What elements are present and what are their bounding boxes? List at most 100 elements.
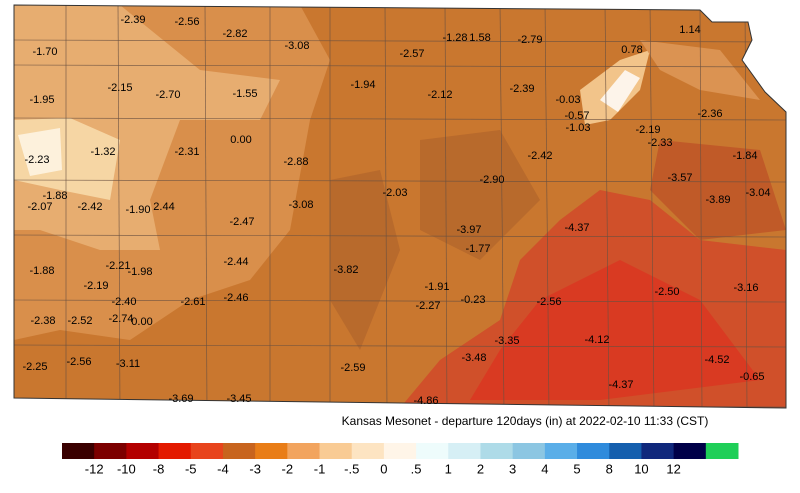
station-value: -2.12 <box>427 89 452 101</box>
station-value: -2.40 <box>111 296 136 308</box>
legend-label: -.5 <box>344 461 359 476</box>
station-value: -2.21 <box>105 260 130 272</box>
legend-swatch <box>158 443 192 459</box>
county-line <box>699 5 703 408</box>
station-value: -2.70 <box>155 89 180 101</box>
station-value: -1.55 <box>232 88 257 100</box>
legend-label: 4 <box>541 461 548 476</box>
station-value: -2.52 <box>67 315 92 327</box>
station-value: -2.90 <box>479 174 504 186</box>
station-value: -0.65 <box>739 371 764 383</box>
station-value: -3.69 <box>168 393 193 405</box>
station-value: -2.56 <box>536 296 561 308</box>
state-outline <box>13 4 787 409</box>
legend: -12 -10 -8 -5 -4 -3 -2 -1 -.5 0.5 1 2 3 4 5 8 10 12 <box>62 443 739 476</box>
station-value: 0.00 <box>230 134 251 146</box>
county-line <box>444 5 448 408</box>
station-value: -3.08 <box>288 199 313 211</box>
station-value: -0.03 <box>555 94 580 106</box>
map-fill <box>14 5 786 408</box>
station-value: -2.39 <box>120 14 145 26</box>
station-value: -2.47 <box>229 216 254 228</box>
station-value: -2.31 <box>174 146 199 158</box>
county-line <box>14 117 786 121</box>
county-line <box>14 179 786 183</box>
legend-swatch <box>480 443 514 459</box>
station-value: -1.03 <box>565 122 590 134</box>
legend-swatch <box>62 443 95 459</box>
county-line <box>14 234 786 238</box>
station-value: -4.52 <box>704 354 729 366</box>
station-labels: -2.39 -2.56 -2.82 -3.08 -2.57 -1.28 1.58 -2.79 0… <box>22 14 770 407</box>
legend-label: -4 <box>217 461 229 476</box>
legend-swatch <box>319 443 353 459</box>
station-value: -1.28 <box>442 32 467 44</box>
county-line <box>14 64 786 68</box>
station-value: -3.35 <box>494 335 519 347</box>
station-value: -2.88 <box>283 156 308 168</box>
station-value: -3.82 <box>333 264 358 276</box>
county-lines <box>14 5 786 408</box>
county-line <box>744 5 748 408</box>
county-line <box>604 5 610 408</box>
legend-label: .5 <box>411 461 422 476</box>
legend-swatch <box>705 443 739 459</box>
legend-label: -3 <box>249 461 261 476</box>
legend-swatch <box>512 443 546 459</box>
station-value: -2.42 <box>527 150 552 162</box>
legend-label: 12 <box>666 461 680 476</box>
station-value: -2.50 <box>654 286 679 298</box>
county-line <box>544 5 550 408</box>
station-value: -3.04 <box>745 187 770 199</box>
legend-label: 3 <box>509 461 516 476</box>
legend-swatch <box>448 443 481 459</box>
county-line <box>117 5 121 408</box>
legend-label: 10 <box>634 461 648 476</box>
legend-swatch <box>641 443 675 459</box>
station-value: -0.57 <box>564 110 589 122</box>
station-value: -3.16 <box>733 282 758 294</box>
legend-swatch <box>609 443 642 459</box>
legend-label: 0 <box>380 461 387 476</box>
station-value: -1.94 <box>350 79 375 91</box>
county-line <box>384 5 388 408</box>
station-value: 2.44 <box>153 201 174 213</box>
station-value: -3.89 <box>705 194 730 206</box>
station-value: -2.07 <box>27 201 52 213</box>
station-value: 0.78 <box>621 44 642 56</box>
station-value: -2.57 <box>399 48 424 60</box>
station-value: -2.79 <box>517 34 542 46</box>
station-value: -2.38 <box>30 315 55 327</box>
legend-swatch <box>190 443 224 459</box>
station-value: -1.32 <box>90 146 115 158</box>
legend-swatch <box>94 443 127 459</box>
station-value: -3.48 <box>461 352 486 364</box>
station-value: -1.70 <box>32 46 57 58</box>
station-value: -1.91 <box>424 281 449 293</box>
station-value: -2.59 <box>340 362 365 374</box>
station-value: -2.15 <box>107 82 132 94</box>
legend-label: -12 <box>85 461 104 476</box>
legend-swatch <box>222 443 256 459</box>
station-value: -0.23 <box>460 294 485 306</box>
station-value: 1.58 <box>469 32 490 44</box>
legend-swatch <box>255 443 288 459</box>
station-value: -4.37 <box>608 379 633 391</box>
station-value: -2.74 <box>108 313 133 325</box>
legend-label: -5 <box>185 461 197 476</box>
station-value: -2.23 <box>24 154 49 166</box>
county-line <box>499 5 505 408</box>
legend-label: -8 <box>153 461 165 476</box>
legend-label: -1 <box>314 461 326 476</box>
legend-swatch <box>287 443 321 459</box>
station-value: -2.46 <box>223 292 248 304</box>
legend-swatch <box>126 443 160 459</box>
legend-swatch <box>383 443 417 459</box>
legend-label: -10 <box>117 461 136 476</box>
station-value: 1.14 <box>679 24 700 36</box>
station-value: -2.56 <box>174 16 199 28</box>
station-value: -1.77 <box>465 243 490 255</box>
station-value: -4.86 <box>413 395 438 407</box>
station-value: -2.82 <box>222 28 247 40</box>
